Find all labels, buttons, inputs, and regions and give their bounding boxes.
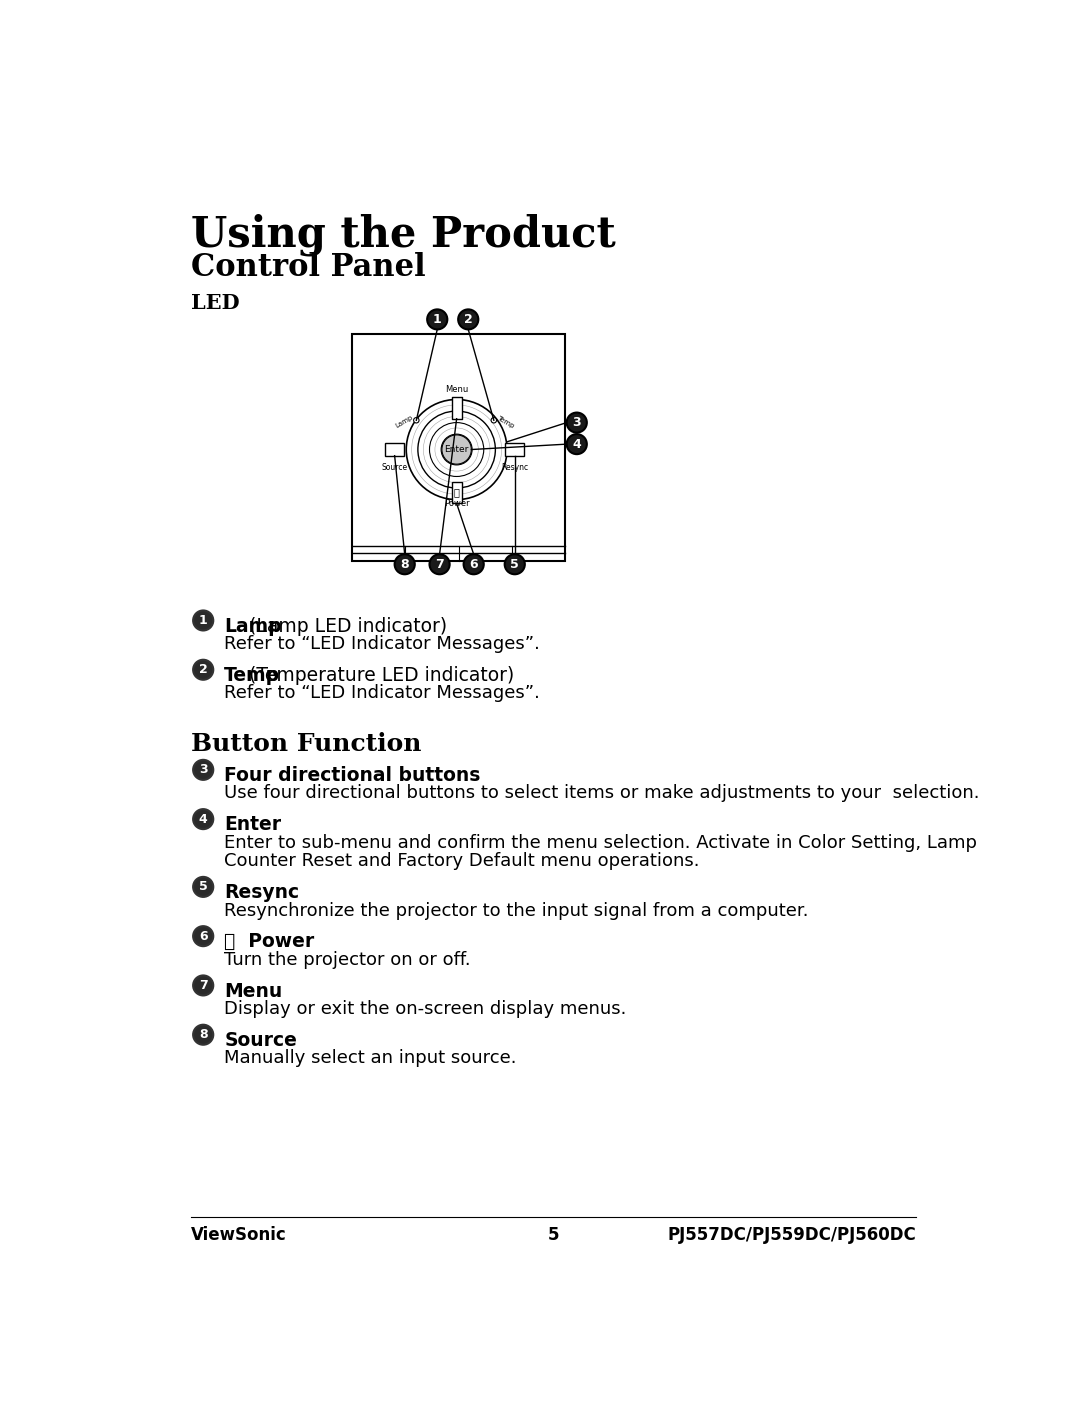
Text: Control Panel: Control Panel: [191, 251, 426, 282]
Text: Enter: Enter: [445, 445, 469, 453]
Circle shape: [414, 417, 419, 423]
Text: Turn the projector on or off.: Turn the projector on or off.: [225, 951, 471, 969]
Text: 2: 2: [464, 313, 473, 326]
Bar: [451, 482, 461, 504]
Text: Source: Source: [225, 1031, 297, 1050]
Text: (Lamp LED indicator): (Lamp LED indicator): [243, 616, 447, 636]
Circle shape: [193, 927, 213, 946]
Text: Enter: Enter: [225, 816, 281, 834]
Text: Menu: Menu: [445, 385, 469, 395]
Text: 2: 2: [199, 663, 207, 677]
Circle shape: [193, 878, 213, 897]
Text: 1: 1: [199, 614, 207, 628]
Text: Use four directional buttons to select items or make adjustments to your  select: Use four directional buttons to select i…: [225, 785, 980, 803]
Text: Source: Source: [381, 463, 407, 472]
Text: Resync: Resync: [501, 463, 528, 472]
Text: Enter to sub-menu and confirm the menu selection. Activate in Color Setting, Lam: Enter to sub-menu and confirm the menu s…: [225, 834, 977, 852]
Text: Four directional buttons: Four directional buttons: [225, 767, 481, 785]
Text: ViewSonic: ViewSonic: [191, 1227, 286, 1244]
Text: Manually select an input source.: Manually select an input source.: [225, 1049, 516, 1067]
Text: 5: 5: [548, 1227, 559, 1244]
Circle shape: [567, 413, 586, 432]
Text: 5: 5: [511, 557, 519, 571]
Text: Button Function: Button Function: [191, 731, 421, 757]
Text: 4: 4: [572, 438, 581, 451]
Circle shape: [458, 309, 478, 330]
Circle shape: [442, 435, 471, 465]
Text: Lamp (Lamp LED indicator): Lamp (Lamp LED indicator): [225, 616, 481, 636]
Circle shape: [193, 976, 213, 995]
Circle shape: [441, 434, 472, 465]
Text: Using the Product: Using the Product: [191, 213, 616, 256]
Circle shape: [430, 555, 449, 574]
Text: 1: 1: [433, 313, 442, 326]
Text: Temp (Temperature LED indicator): Temp (Temperature LED indicator): [225, 665, 545, 685]
Text: Counter Reset and Factory Default menu operations.: Counter Reset and Factory Default menu o…: [225, 852, 700, 870]
Text: (Temperature LED indicator): (Temperature LED indicator): [243, 665, 514, 685]
Text: Resync: Resync: [225, 883, 299, 901]
Circle shape: [428, 309, 447, 330]
Text: ⏻  Power: ⏻ Power: [225, 932, 314, 952]
Circle shape: [193, 1025, 213, 1045]
Text: 4: 4: [199, 813, 207, 826]
Text: PJ557DC/PJ559DC/PJ560DC: PJ557DC/PJ559DC/PJ560DC: [667, 1227, 916, 1244]
Text: 5: 5: [199, 880, 207, 893]
Text: 6: 6: [470, 557, 478, 571]
Text: Temp: Temp: [496, 414, 515, 430]
Text: 8: 8: [401, 557, 409, 571]
Text: 7: 7: [435, 557, 444, 571]
Text: Refer to “LED Indicator Messages”.: Refer to “LED Indicator Messages”.: [225, 635, 540, 653]
Text: LED: LED: [191, 293, 240, 313]
Circle shape: [193, 660, 213, 680]
Text: 3: 3: [572, 416, 581, 430]
Text: Lamp: Lamp: [394, 414, 414, 430]
Text: Display or exit the on-screen display menus.: Display or exit the on-screen display me…: [225, 1000, 626, 1018]
Circle shape: [504, 555, 525, 574]
Circle shape: [193, 611, 213, 630]
Text: 3: 3: [199, 764, 207, 776]
Text: Refer to “LED Indicator Messages”.: Refer to “LED Indicator Messages”.: [225, 684, 540, 702]
Circle shape: [193, 809, 213, 830]
Bar: [505, 444, 525, 456]
Text: Resynchronize the projector to the input signal from a computer.: Resynchronize the projector to the input…: [225, 901, 809, 920]
Bar: [451, 397, 461, 418]
Text: Lamp: Lamp: [225, 616, 282, 636]
Circle shape: [394, 555, 415, 574]
Bar: [352, 334, 565, 562]
Text: 8: 8: [199, 1028, 207, 1042]
Text: Power: Power: [444, 498, 470, 508]
Text: ⏻: ⏻: [454, 487, 460, 497]
Text: Menu: Menu: [225, 981, 282, 1001]
Circle shape: [193, 760, 213, 779]
Bar: [384, 444, 404, 456]
Text: 6: 6: [199, 929, 207, 942]
Text: Temp: Temp: [225, 665, 280, 685]
Circle shape: [567, 434, 586, 453]
Circle shape: [491, 417, 497, 423]
Circle shape: [463, 555, 484, 574]
Text: 7: 7: [199, 979, 207, 993]
